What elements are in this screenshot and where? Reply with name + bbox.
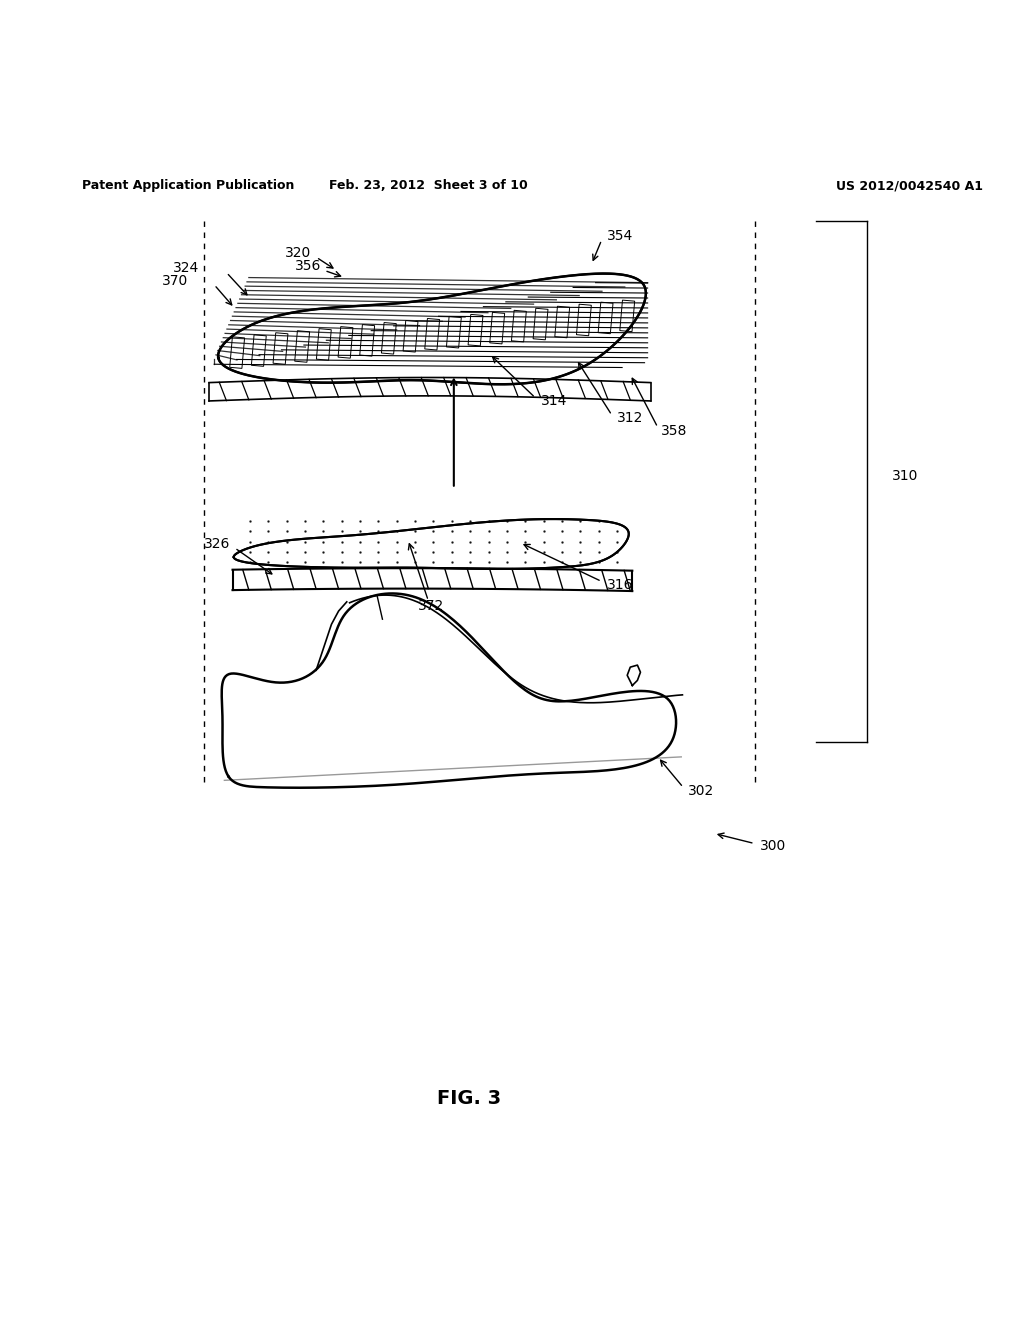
Text: Patent Application Publication: Patent Application Publication bbox=[82, 180, 294, 193]
Text: 324: 324 bbox=[173, 261, 199, 276]
Bar bbox=[252, 335, 266, 367]
Bar bbox=[403, 321, 418, 352]
Bar bbox=[273, 333, 288, 364]
Bar bbox=[446, 317, 461, 348]
Text: 316: 316 bbox=[607, 578, 633, 591]
Bar bbox=[620, 300, 635, 331]
Text: Feb. 23, 2012  Sheet 3 of 10: Feb. 23, 2012 Sheet 3 of 10 bbox=[329, 180, 527, 193]
Bar bbox=[425, 318, 439, 350]
Bar bbox=[338, 326, 353, 358]
Text: 358: 358 bbox=[660, 424, 687, 437]
Text: FIG. 3: FIG. 3 bbox=[437, 1089, 501, 1107]
Text: US 2012/0042540 A1: US 2012/0042540 A1 bbox=[837, 180, 983, 193]
Bar bbox=[555, 306, 569, 338]
Text: 300: 300 bbox=[760, 838, 786, 853]
Text: 320: 320 bbox=[285, 246, 311, 260]
Bar bbox=[381, 322, 396, 354]
Bar bbox=[229, 337, 245, 368]
Bar bbox=[511, 310, 526, 342]
Bar bbox=[359, 325, 375, 356]
Text: 302: 302 bbox=[688, 784, 715, 797]
Polygon shape bbox=[233, 519, 629, 569]
Bar bbox=[534, 309, 548, 339]
Text: 314: 314 bbox=[541, 393, 567, 408]
Text: 372: 372 bbox=[418, 599, 444, 612]
Text: 326: 326 bbox=[204, 537, 230, 550]
Text: 310: 310 bbox=[892, 470, 919, 483]
Bar bbox=[489, 313, 505, 345]
Text: 370: 370 bbox=[163, 273, 188, 288]
Bar bbox=[577, 304, 591, 335]
Text: 312: 312 bbox=[617, 412, 643, 425]
Polygon shape bbox=[218, 273, 646, 384]
Bar bbox=[316, 329, 332, 360]
Text: 356: 356 bbox=[295, 259, 322, 273]
Bar bbox=[598, 302, 613, 334]
Bar bbox=[468, 314, 483, 346]
Bar bbox=[295, 331, 309, 362]
Text: 354: 354 bbox=[607, 228, 633, 243]
